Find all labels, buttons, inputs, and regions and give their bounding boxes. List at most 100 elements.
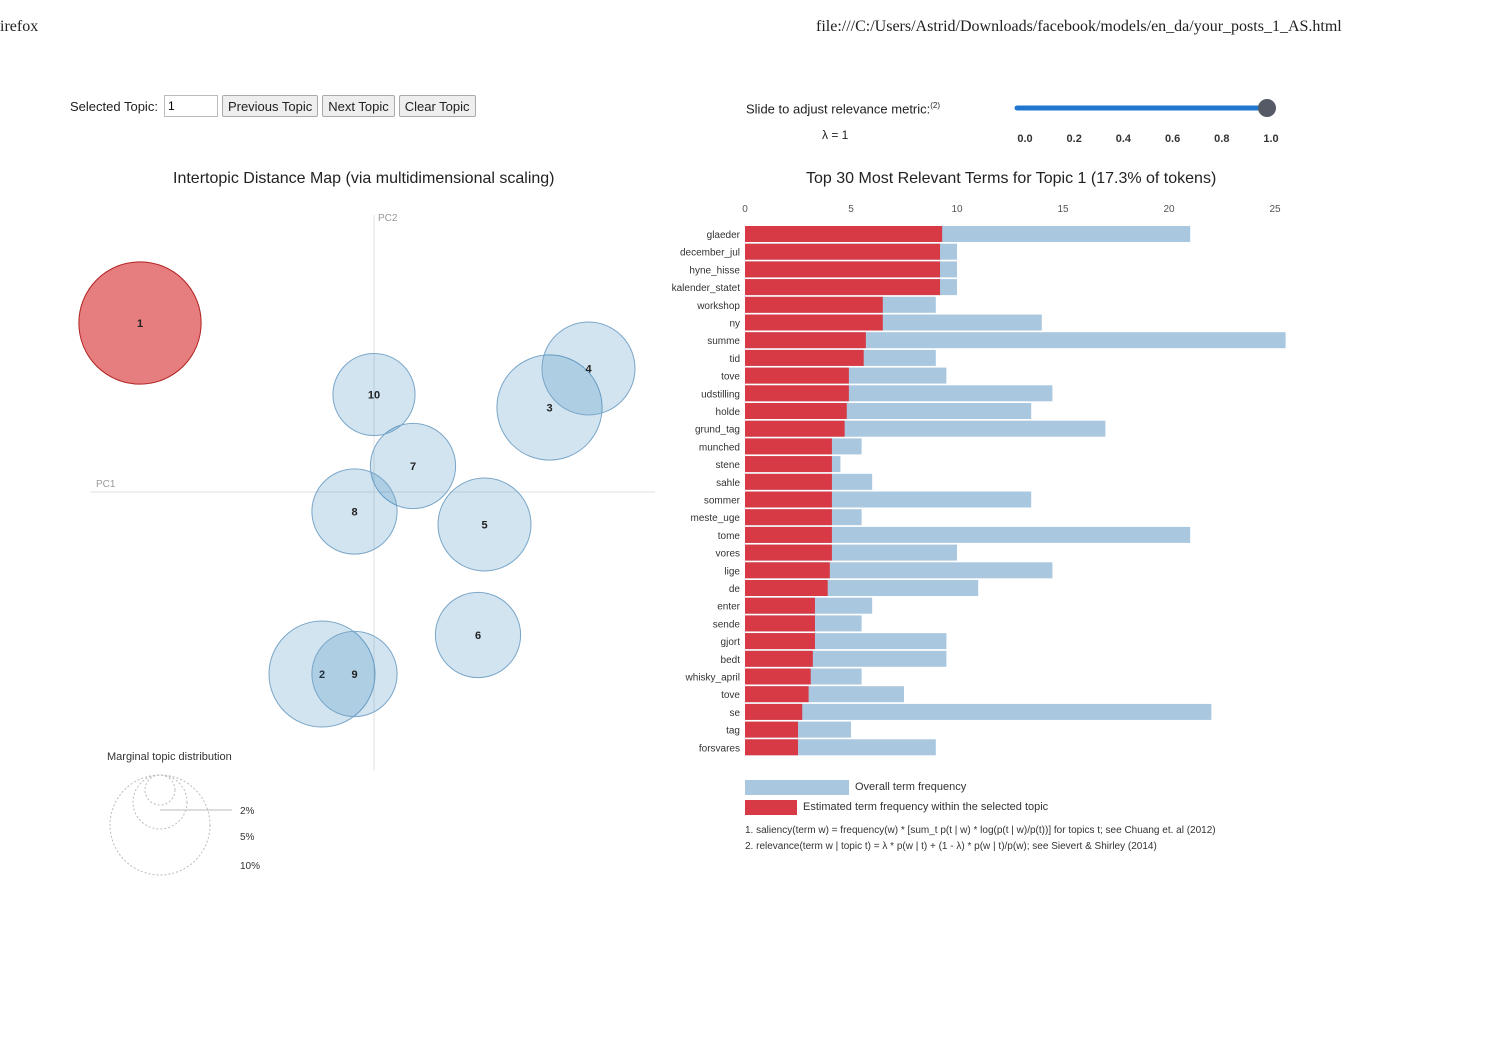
term-label[interactable]: udstilling: [701, 389, 740, 400]
estimated-frequency-bar[interactable]: [745, 473, 832, 490]
term-row[interactable]: udstilling: [701, 385, 1053, 402]
topic-3-bubble-group[interactable]: 3: [496, 354, 603, 461]
topic-6-label[interactable]: 6: [475, 630, 481, 642]
term-row[interactable]: sahle: [716, 473, 873, 490]
term-label[interactable]: stene: [716, 460, 741, 471]
estimated-frequency-bar[interactable]: [745, 243, 941, 260]
topic-1-bubble-group[interactable]: 1: [78, 261, 202, 385]
term-label[interactable]: tove: [721, 690, 740, 701]
topic-9-label[interactable]: 9: [351, 669, 357, 681]
term-label[interactable]: ny: [729, 319, 740, 330]
term-label[interactable]: summe: [707, 336, 740, 347]
slider-handle[interactable]: [1258, 99, 1276, 117]
estimated-frequency-bar[interactable]: [745, 261, 941, 278]
term-row[interactable]: tove: [721, 367, 947, 384]
term-row[interactable]: holde: [716, 403, 1032, 419]
term-row[interactable]: lige: [724, 562, 1053, 579]
topic-9-bubble-group[interactable]: 9: [311, 630, 398, 718]
topic-2-label[interactable]: 2: [319, 669, 325, 681]
estimated-frequency-bar[interactable]: [745, 296, 883, 313]
topic-9-bubble[interactable]: [311, 630, 398, 718]
estimated-frequency-bar[interactable]: [745, 721, 798, 738]
topic-10-label[interactable]: 10: [368, 390, 380, 402]
topic-3-label[interactable]: 3: [546, 403, 552, 415]
term-row[interactable]: munched: [699, 438, 862, 455]
term-row[interactable]: enter: [717, 597, 873, 614]
estimated-frequency-bar[interactable]: [745, 403, 847, 419]
term-row[interactable]: meste_uge: [691, 509, 862, 526]
estimated-frequency-bar[interactable]: [745, 438, 832, 455]
topic-8-bubble-group[interactable]: 8: [311, 468, 398, 555]
term-row[interactable]: grund_tag: [695, 420, 1106, 437]
estimated-frequency-bar[interactable]: [745, 686, 809, 703]
topic-4-label[interactable]: 4: [585, 364, 592, 376]
term-row[interactable]: tove: [721, 686, 904, 703]
term-row[interactable]: whisky_april: [685, 668, 862, 685]
term-label[interactable]: lige: [724, 566, 740, 577]
topic-6-bubble-group[interactable]: 6: [434, 591, 522, 679]
term-row[interactable]: vores: [716, 544, 957, 561]
clear-topic-button[interactable]: Clear Topic: [398, 95, 476, 117]
estimated-frequency-bar[interactable]: [745, 650, 813, 667]
estimated-frequency-bar[interactable]: [745, 332, 866, 349]
overall-frequency-bar[interactable]: [745, 526, 1191, 543]
term-label[interactable]: munched: [699, 442, 740, 453]
estimated-frequency-bar[interactable]: [745, 367, 849, 384]
term-row[interactable]: de: [729, 580, 979, 596]
topic-10-bubble-group[interactable]: 10: [332, 352, 416, 437]
estimated-frequency-bar[interactable]: [745, 580, 828, 596]
term-row[interactable]: forsvares: [699, 739, 936, 756]
topic-8-bubble[interactable]: [311, 468, 398, 555]
estimated-frequency-bar[interactable]: [745, 385, 849, 402]
term-label[interactable]: glaeder: [707, 230, 741, 241]
topic-1-label[interactable]: 1: [137, 318, 143, 330]
estimated-frequency-bar[interactable]: [745, 668, 811, 685]
term-label[interactable]: whisky_april: [685, 673, 740, 684]
term-label[interactable]: sahle: [716, 478, 740, 489]
topic-4-bubble-group[interactable]: 4: [541, 321, 636, 416]
topic-4-bubble[interactable]: [541, 321, 636, 416]
term-label[interactable]: hyne_hisse: [689, 265, 740, 276]
relevance-slider[interactable]: 0.0 0.2 0.4 0.6 0.8 1.0: [1005, 92, 1295, 152]
term-label[interactable]: enter: [717, 602, 740, 613]
topic-2-bubble-group[interactable]: 2: [268, 620, 376, 728]
topic-2-bubble[interactable]: [268, 620, 376, 728]
term-row[interactable]: stene: [716, 456, 841, 473]
term-row[interactable]: se: [729, 703, 1212, 720]
estimated-frequency-bar[interactable]: [745, 544, 832, 561]
term-row[interactable]: summe: [707, 332, 1286, 349]
term-row[interactable]: sende: [713, 615, 862, 632]
estimated-frequency-bar[interactable]: [745, 509, 832, 526]
term-row[interactable]: glaeder: [707, 226, 1191, 242]
term-label[interactable]: kalender_statet: [672, 283, 741, 294]
overall-frequency-bar[interactable]: [745, 703, 1212, 720]
term-row[interactable]: gjort: [721, 633, 947, 650]
term-label[interactable]: tag: [726, 726, 740, 737]
term-label[interactable]: tid: [729, 354, 740, 365]
estimated-frequency-bar[interactable]: [745, 615, 815, 632]
topic-6-bubble[interactable]: [434, 591, 522, 679]
term-row[interactable]: ny: [729, 314, 1042, 331]
term-row[interactable]: december_jul: [680, 243, 957, 260]
estimated-frequency-bar[interactable]: [745, 456, 832, 473]
term-label[interactable]: holde: [716, 407, 741, 418]
topic-7-label[interactable]: 7: [410, 461, 416, 473]
topic-1-bubble[interactable]: [78, 261, 202, 385]
term-label[interactable]: grund_tag: [695, 425, 740, 436]
term-label[interactable]: bedt: [721, 655, 741, 666]
term-label[interactable]: de: [729, 584, 741, 595]
next-topic-button[interactable]: Next Topic: [322, 95, 395, 117]
address-bar-url[interactable]: file:///C:/Users/Astrid/Downloads/facebo…: [816, 18, 1342, 35]
term-label[interactable]: workshop: [696, 301, 740, 312]
topic-10-bubble[interactable]: [332, 352, 416, 437]
term-label[interactable]: gjort: [721, 637, 741, 648]
estimated-frequency-bar[interactable]: [745, 491, 832, 508]
estimated-frequency-bar[interactable]: [745, 349, 864, 366]
topic-7-bubble[interactable]: [369, 422, 457, 510]
term-row[interactable]: tome: [718, 526, 1191, 543]
term-row[interactable]: sommer: [704, 491, 1032, 508]
estimated-frequency-bar[interactable]: [745, 562, 830, 579]
estimated-frequency-bar[interactable]: [745, 739, 798, 756]
estimated-frequency-bar[interactable]: [745, 633, 815, 650]
topic-7-bubble-group[interactable]: 7: [369, 422, 457, 510]
